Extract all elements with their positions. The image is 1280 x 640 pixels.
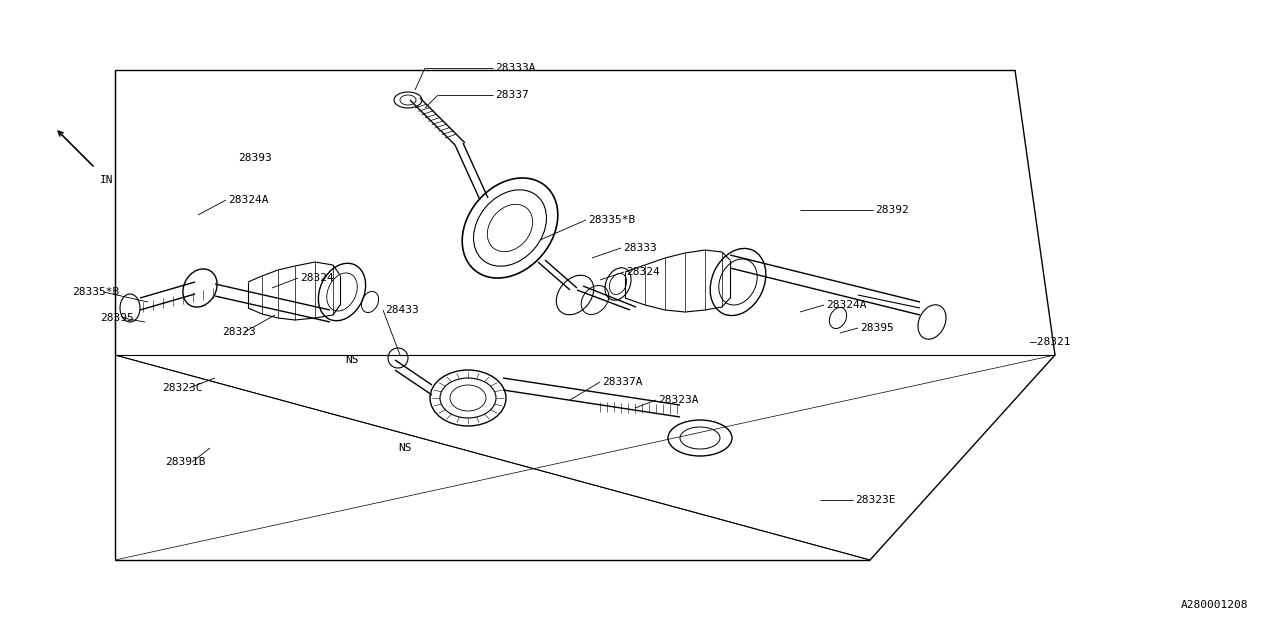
Text: 28391B: 28391B: [165, 457, 206, 467]
Text: 28337A: 28337A: [602, 377, 643, 387]
Text: IN: IN: [100, 175, 114, 185]
Text: A280001208: A280001208: [1180, 600, 1248, 610]
Text: 28323E: 28323E: [855, 495, 896, 505]
Text: NS: NS: [346, 355, 358, 365]
Text: 28333A: 28333A: [495, 63, 535, 73]
Text: —28321: —28321: [1030, 337, 1070, 347]
Text: 28324: 28324: [626, 267, 659, 277]
Text: 28324A: 28324A: [228, 195, 269, 205]
Text: 28333: 28333: [623, 243, 657, 253]
Text: 28323: 28323: [221, 327, 256, 337]
Text: 28395: 28395: [100, 313, 133, 323]
Text: 28395: 28395: [860, 323, 893, 333]
Text: 28324A: 28324A: [826, 300, 867, 310]
Text: 28392: 28392: [876, 205, 909, 215]
Text: 28324: 28324: [300, 273, 334, 283]
Text: NS: NS: [398, 443, 411, 453]
Text: 28323A: 28323A: [658, 395, 699, 405]
Text: 28433: 28433: [385, 305, 419, 315]
Text: 28335*B: 28335*B: [72, 287, 119, 297]
Text: 28337: 28337: [495, 90, 529, 100]
Text: 28323C: 28323C: [163, 383, 202, 393]
Text: 28393: 28393: [238, 153, 271, 163]
Text: 28335*B: 28335*B: [588, 215, 635, 225]
